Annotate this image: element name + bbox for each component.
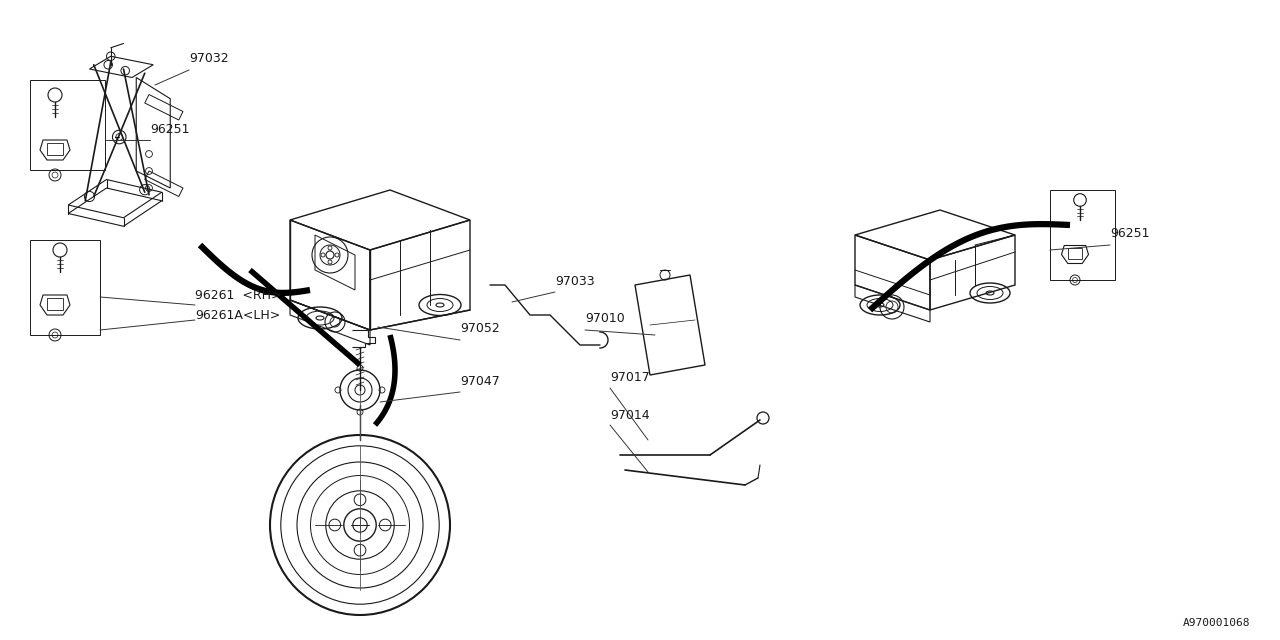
Text: 97014: 97014 [611, 409, 650, 422]
Text: 96251: 96251 [150, 123, 189, 136]
Text: 97032: 97032 [189, 52, 229, 65]
Text: 97052: 97052 [460, 322, 499, 335]
Text: 97017: 97017 [611, 371, 650, 384]
Text: 96261  <RH>: 96261 <RH> [195, 289, 282, 302]
Text: 97033: 97033 [556, 275, 595, 288]
Text: 97010: 97010 [585, 312, 625, 325]
Text: 96261A<LH>: 96261A<LH> [195, 309, 280, 322]
Text: A970001068: A970001068 [1183, 618, 1251, 628]
Text: 96251: 96251 [1110, 227, 1149, 240]
Text: 97047: 97047 [460, 375, 499, 388]
